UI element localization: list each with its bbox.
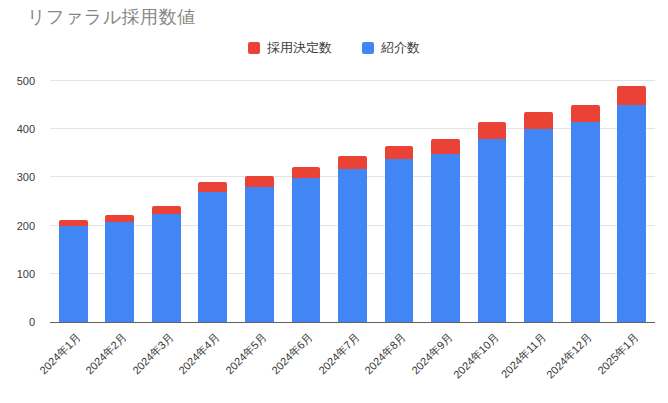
bar-segment-referrals[interactable] — [105, 222, 134, 322]
legend: 採用決定数 紹介数 — [0, 39, 668, 57]
bar-segment-hires[interactable] — [524, 112, 553, 128]
stacked-bar[interactable] — [385, 81, 414, 322]
x-tick-label: 2024年11月 — [498, 330, 550, 382]
stacked-bar[interactable] — [292, 81, 321, 322]
stacked-bar[interactable] — [245, 81, 274, 322]
bar-slot: 2024年11月 — [515, 81, 562, 322]
stacked-bar[interactable] — [152, 81, 181, 322]
plot-area: 2024年1月2024年2月2024年3月2024年4月2024年5月2024年… — [50, 81, 655, 323]
legend-label-hires: 採用決定数 — [267, 39, 332, 57]
y-tick-label: 100 — [0, 268, 44, 280]
chart-container[interactable]: リファラル採用数値 採用決定数 紹介数 0 100 200 300 400 500 202… — [0, 0, 668, 403]
bar-segment-hires[interactable] — [152, 206, 181, 214]
bar-slot: 2024年6月 — [283, 81, 330, 322]
bar-slot: 2024年12月 — [562, 81, 609, 322]
legend-item-hires[interactable]: 採用決定数 — [248, 39, 332, 57]
bar-slot: 2024年5月 — [236, 81, 283, 322]
x-tick-label: 2024年5月 — [222, 330, 270, 378]
stacked-bar[interactable] — [431, 81, 460, 322]
x-tick-label: 2024年8月 — [362, 330, 410, 378]
bar-segment-referrals[interactable] — [245, 187, 274, 322]
bar-slot: 2024年1月 — [50, 81, 97, 322]
bar-slot: 2024年3月 — [143, 81, 190, 322]
bar-slot: 2024年4月 — [190, 81, 237, 322]
bar-slot: 2024年7月 — [329, 81, 376, 322]
stacked-bar[interactable] — [59, 81, 88, 322]
bar-segment-referrals[interactable] — [152, 214, 181, 322]
bar-segment-hires[interactable] — [198, 182, 227, 192]
y-tick-label: 200 — [0, 220, 44, 232]
bar-segment-referrals[interactable] — [431, 154, 460, 322]
bar-slot: 2024年2月 — [97, 81, 144, 322]
bar-segment-referrals[interactable] — [59, 226, 88, 322]
y-axis: 0100200300400500 — [0, 81, 44, 322]
y-tick-label: 0 — [0, 316, 44, 328]
stacked-bar[interactable] — [478, 81, 507, 322]
x-tick-label: 2024年9月 — [408, 330, 456, 378]
stacked-bar[interactable] — [617, 81, 646, 322]
x-tick-label: 2024年4月 — [176, 330, 224, 378]
bar-slot: 2024年10月 — [469, 81, 516, 322]
y-tick-label: 500 — [0, 75, 44, 87]
bar-segment-referrals[interactable] — [524, 129, 553, 322]
bar-segment-referrals[interactable] — [385, 159, 414, 322]
bar-segment-referrals[interactable] — [617, 105, 646, 322]
legend-swatch-blue-icon — [362, 42, 374, 54]
x-tick-label: 2024年1月 — [36, 330, 84, 378]
bar-slot: 2025年1月 — [608, 81, 655, 322]
legend-swatch-red-icon — [248, 42, 260, 54]
bar-segment-hires[interactable] — [431, 139, 460, 154]
bar-segment-referrals[interactable] — [571, 122, 600, 322]
chart-title: リファラル採用数値 — [27, 5, 196, 29]
x-tick-label: 2024年6月 — [269, 330, 317, 378]
x-tick-label: 2025年1月 — [594, 330, 642, 378]
bar-segment-hires[interactable] — [245, 176, 274, 187]
bar-segment-hires[interactable] — [292, 167, 321, 179]
stacked-bar[interactable] — [571, 81, 600, 322]
bar-segment-referrals[interactable] — [338, 169, 367, 322]
legend-label-referrals: 紹介数 — [381, 39, 420, 57]
x-tick-label: 2024年7月 — [315, 330, 363, 378]
bar-segment-referrals[interactable] — [198, 192, 227, 322]
stacked-bar[interactable] — [524, 81, 553, 322]
stacked-bar[interactable] — [198, 81, 227, 322]
y-tick-label: 400 — [0, 123, 44, 135]
x-tick-label: 2024年2月 — [83, 330, 131, 378]
bar-segment-hires[interactable] — [617, 86, 646, 105]
bar-segment-referrals[interactable] — [478, 139, 507, 322]
bar-slot: 2024年8月 — [376, 81, 423, 322]
bar-segment-hires[interactable] — [385, 146, 414, 159]
y-tick-label: 300 — [0, 171, 44, 183]
bar-segment-hires[interactable] — [338, 156, 367, 169]
x-tick-label: 2024年3月 — [129, 330, 177, 378]
legend-item-referrals[interactable]: 紹介数 — [362, 39, 420, 57]
bar-segment-hires[interactable] — [478, 122, 507, 138]
x-tick-label: 2024年10月 — [451, 330, 503, 382]
stacked-bar[interactable] — [105, 81, 134, 322]
bar-segment-hires[interactable] — [571, 105, 600, 123]
bar-segment-referrals[interactable] — [292, 178, 321, 322]
x-tick-label: 2024年12月 — [544, 330, 596, 382]
stacked-bar[interactable] — [338, 81, 367, 322]
bar-slot: 2024年9月 — [422, 81, 469, 322]
